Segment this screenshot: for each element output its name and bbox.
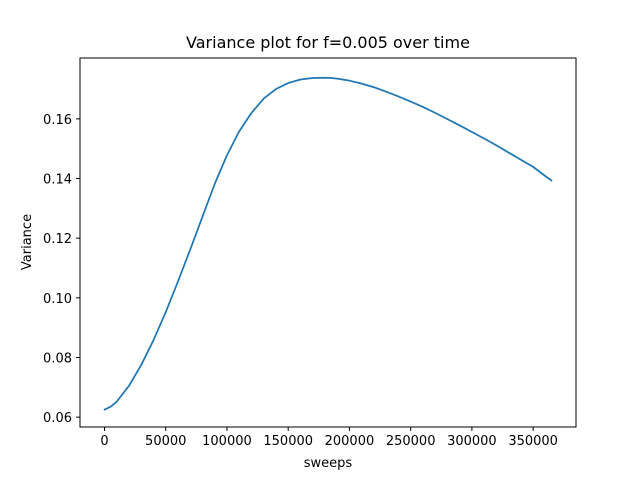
x-tick-label: 350000 [508,434,558,449]
plot-area [79,57,577,428]
y-tick-label: 0.12 [43,232,72,247]
x-tick-label: 300000 [447,434,497,449]
y-tick-label: 0.14 [43,173,72,188]
series-line [103,76,553,411]
chart-title: Variance plot for f=0.005 over time [186,33,470,52]
x-tick-label: 100000 [202,434,252,449]
y-axis: 0.06 0.08 0.10 0.12 0.14 0.16 [43,113,80,426]
x-tick-label: 0 [100,434,108,449]
x-tick-label: 200000 [325,434,375,449]
x-axis: 0 50000 100000 150000 200000 250000 300000 3500… [100,427,558,449]
x-tick-label: 50000 [145,434,186,449]
x-tick-label: 150000 [263,434,313,449]
axes-frame [79,57,577,428]
y-tick-label: 0.08 [43,351,72,366]
y-tick-label: 0.10 [43,292,72,307]
y-tick-label: 0.16 [43,113,72,128]
x-tick-label: 250000 [386,434,436,449]
y-tick-label: 0.06 [43,411,72,426]
y-axis-title: Variance [20,214,35,270]
x-axis-title: sweeps [304,456,353,471]
